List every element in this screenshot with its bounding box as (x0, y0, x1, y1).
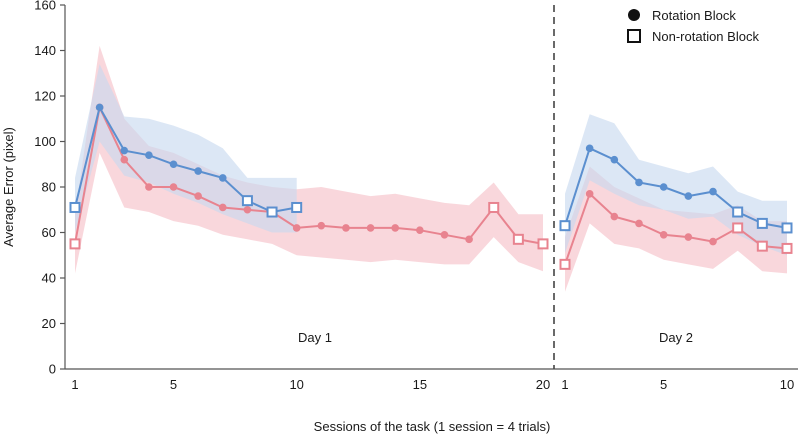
data-point-red (416, 226, 424, 235)
panel-label: Day 2 (659, 330, 693, 345)
legend-label-nonrotation: Non-rotation Block (652, 29, 759, 44)
series-line-red (74, 104, 544, 245)
data-point-red (659, 230, 668, 239)
y-tick-label: 40 (42, 271, 56, 286)
data-point-blue-square (781, 222, 793, 234)
data-point-red (218, 203, 227, 212)
x-tick-label: 1 (561, 377, 568, 392)
data-point-blue (194, 167, 202, 175)
y-axis-title: Average Error (pixel) (1, 127, 16, 247)
y-tick-label: 120 (34, 89, 56, 104)
data-point-red (243, 205, 252, 214)
y-tick-label: 100 (34, 134, 56, 149)
series-line-blue (74, 104, 297, 214)
data-point-red (635, 219, 643, 228)
x-tick-label: 20 (536, 377, 550, 392)
legend: Rotation Block Non-rotation Block (627, 8, 759, 44)
data-point-blue (635, 178, 643, 187)
data-point-red (169, 183, 178, 191)
legend-marker-rotation (628, 9, 640, 21)
data-point-red-square (781, 242, 793, 254)
data-point-red-square (732, 222, 744, 234)
confidence-band-red (75, 45, 543, 274)
confidence-band-red (565, 166, 787, 292)
y-tick-label: 20 (42, 316, 56, 331)
x-tick-label: 5 (170, 377, 177, 392)
y-axis-ticks: 0 20 40 60 80 100 120 140 160 (34, 0, 65, 377)
y-tick-label: 140 (34, 43, 56, 58)
data-point-red (317, 221, 326, 230)
data-point-red (585, 190, 594, 198)
data-point-red (366, 224, 375, 232)
data-point-blue (585, 144, 594, 153)
confidence-bands (75, 45, 787, 292)
data-point-blue-square (69, 201, 81, 213)
data-point-red (610, 212, 619, 221)
data-point-red (684, 233, 693, 241)
data-point-blue-square (732, 206, 744, 218)
data-point-blue-square (756, 217, 768, 229)
data-point-red-square (488, 201, 500, 213)
data-point-blue-square (241, 195, 253, 207)
data-point-red (292, 224, 301, 232)
data-point-red (145, 183, 153, 191)
x-tick-label: 10 (780, 377, 794, 392)
legend-label-rotation: Rotation Block (652, 8, 736, 23)
data-point-red (465, 235, 473, 244)
data-point-blue (684, 192, 693, 200)
data-point-red (709, 237, 717, 246)
data-point-red (391, 224, 400, 232)
data-point-blue (120, 146, 129, 155)
series-points (69, 103, 793, 270)
data-point-blue-square (559, 220, 571, 232)
data-point-red (342, 224, 350, 232)
data-point-blue (145, 151, 153, 159)
data-point-red-square (537, 238, 549, 250)
confidence-band-blue (565, 114, 787, 256)
data-point-blue (95, 103, 104, 112)
data-point-blue (218, 174, 227, 182)
data-point-red-square (756, 240, 768, 252)
data-point-blue (169, 160, 178, 169)
panel-labels: Day 1 Day 2 (298, 330, 693, 345)
legend-marker-nonrotation (627, 29, 641, 43)
confidence-band-blue (75, 64, 297, 233)
data-point-red (194, 192, 202, 200)
data-point-blue (659, 183, 668, 191)
data-point-red-square (512, 233, 524, 245)
y-tick-label: 160 (34, 0, 56, 13)
x-tick-label: 5 (660, 377, 667, 392)
panel-label: Day 1 (298, 330, 332, 345)
series-lines (74, 104, 788, 265)
x-axis-ticks: 1 5 10 15 20 1 5 10 (71, 377, 794, 392)
data-point-blue-square (266, 206, 278, 218)
x-tick-label: 15 (413, 377, 427, 392)
data-point-blue (709, 187, 717, 196)
series-line-red (564, 192, 788, 265)
data-point-red (440, 230, 449, 239)
x-tick-label: 1 (71, 377, 78, 392)
data-point-blue (610, 155, 619, 164)
y-tick-label: 0 (49, 362, 56, 377)
x-tick-label: 10 (289, 377, 303, 392)
data-point-red (120, 155, 129, 164)
y-tick-label: 60 (42, 225, 56, 240)
data-point-red-square (69, 238, 81, 250)
data-point-red-square (559, 258, 571, 270)
series-line-blue (564, 146, 788, 229)
y-tick-label: 80 (42, 180, 56, 195)
x-axis-title: Sessions of the task (1 session = 4 tria… (314, 419, 551, 434)
data-point-blue-square (291, 201, 303, 213)
